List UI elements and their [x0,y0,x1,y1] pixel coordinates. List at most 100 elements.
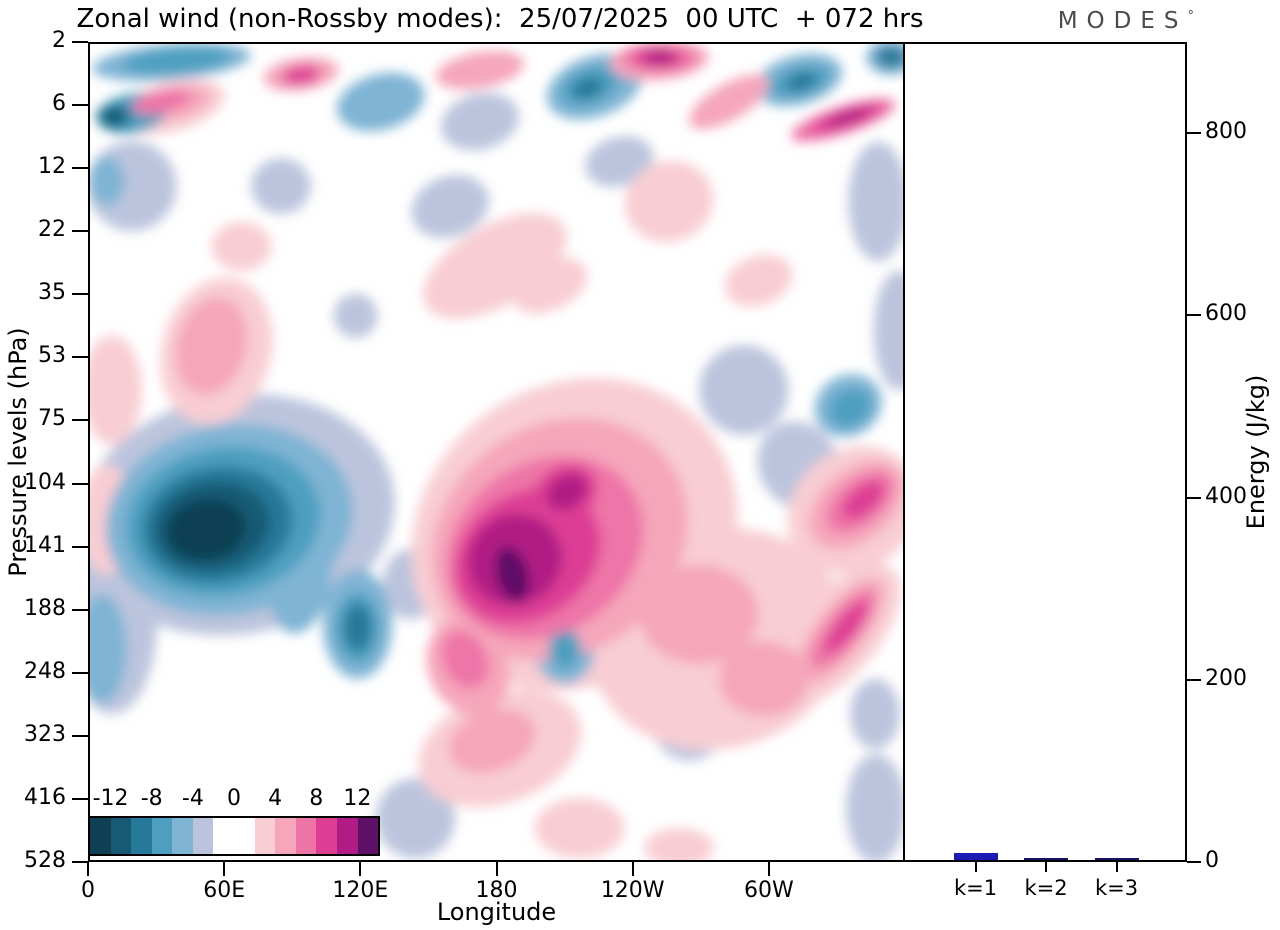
contour-feature [132,89,191,115]
contour-feature [251,158,311,214]
contour-feature [281,65,321,85]
pressure-tick-label: 53 [38,343,66,369]
pressure-tick [72,671,88,674]
pressure-tick-label: 22 [38,217,66,243]
colorbar-tick-label: -8 [140,786,163,811]
pressure-tick [72,608,88,611]
contour-feature [724,254,793,307]
energy-tick [1187,132,1201,135]
k-label: k=3 [1094,876,1139,900]
colorbar-tick-label: -4 [181,786,204,811]
contour-feature [448,708,536,774]
contour-feature [786,72,817,91]
colorbar-segment [90,818,111,854]
pressure-tick [72,293,88,296]
pressure-tick [72,545,88,548]
longitude-tick [631,862,634,876]
contour-feature [699,345,789,435]
energy-tick [1187,314,1201,317]
colorbar-segment [234,818,255,854]
energy-panel [905,42,1187,862]
contour-feature [441,630,489,689]
contour-feature [825,601,868,654]
pressure-tick-label: 2 [52,28,66,53]
energy-axis-title: Energy (J/kg) [1242,374,1270,530]
colorbar-segment [213,818,235,854]
contour-feature [411,174,489,238]
contour-feature [548,629,581,669]
colorbar-segment [357,818,379,854]
longitude-tick-label: 60W [743,878,794,903]
contour-feature [639,564,759,665]
pressure-tick [72,861,88,863]
colorbar-segment [254,818,276,854]
contour-feature [534,798,625,859]
longitude-tick [767,862,770,876]
pressure-tick [72,797,88,800]
colorbar-tick-label: -12 [92,786,129,811]
energy-tick-label: 0 [1205,848,1219,873]
colorbar-segment [110,818,132,854]
colorbar-tick-label: 8 [309,786,324,811]
pressure-tick [72,482,88,485]
pressure-tick [72,419,88,422]
colorbar-tick-label: 4 [268,786,283,811]
contour-feature [440,92,520,151]
colorbar-segment [131,818,152,854]
contour-feature [644,828,714,860]
colorbar-segment [172,818,193,854]
contour-feature [333,293,378,338]
pressure-tick-label: 248 [24,658,66,684]
contour-feature [211,221,272,271]
colorbar-segment [295,818,317,854]
longitude-tick [223,862,226,876]
colorbar-segment [192,818,214,854]
colorbar-segment [336,818,358,854]
pressure-tick-label: 323 [24,721,66,747]
pressure-tick-label: 6 [52,91,66,117]
modes-logo-text: MODES [1057,8,1188,34]
modes-logo-degree-icon: ° [1187,9,1195,24]
contour-feature [546,473,587,511]
energy-tick-label: 200 [1205,665,1247,691]
pressure-tick-label: 188 [24,595,66,621]
contour-feature [343,603,372,652]
colorbar-tick-label: 0 [227,786,241,811]
k-tick [1115,862,1118,872]
contour-feature [572,77,603,99]
contour-feature [842,481,884,520]
pressure-tick [72,41,88,43]
longitude-tick-label: 120W [600,878,665,903]
energy-tick-label: 400 [1205,483,1247,509]
longitude-axis-title: Longitude [436,898,557,926]
contour-feature [827,108,870,127]
pressure-tick [72,167,88,170]
k-label: k=2 [1024,876,1068,900]
contour-panel [88,42,905,862]
energy-bar [953,852,998,860]
contour-feature [829,388,872,427]
longitude-tick-label: 0 [81,878,95,903]
energy-tick-label: 800 [1205,119,1247,145]
contour-feature [495,547,530,602]
modes-logo: MODES° [1058,8,1194,34]
contour-feature [719,641,809,717]
contour-plot [90,44,903,860]
longitude-tick-label: 180 [475,878,518,903]
colorbar-segment [275,818,296,854]
colorbar-segment [151,818,173,854]
contour-feature [122,47,231,74]
colorbar-bar [88,816,380,856]
pressure-tick [72,734,88,737]
contour-feature [876,46,903,68]
contour-feature [423,213,567,319]
colorbar: -12 -8 -4 0 4 8 12 [88,786,380,858]
energy-tick [1187,678,1201,681]
contour-feature [336,72,425,132]
contour-feature [175,297,248,395]
contour-feature [644,49,675,65]
pressure-tick [72,356,88,359]
longitude-tick-label: 120E [332,878,389,903]
energy-bar [1024,858,1068,860]
